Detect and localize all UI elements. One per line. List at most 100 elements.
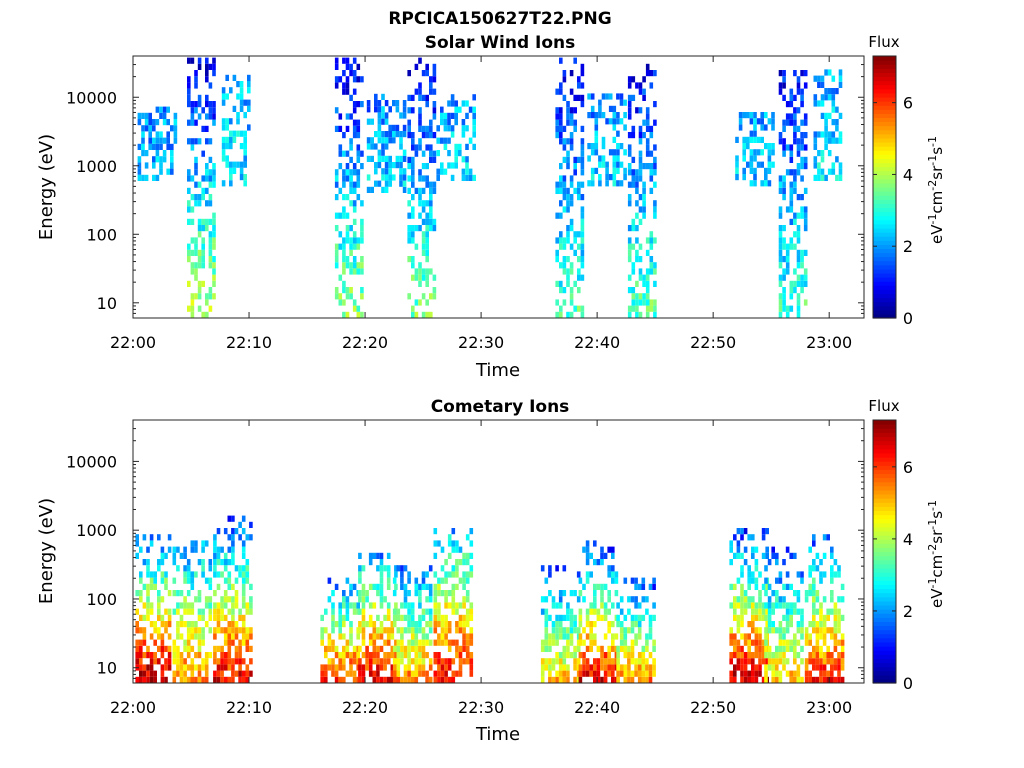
- flux-cell: [800, 658, 804, 665]
- flux-cell: [450, 94, 455, 101]
- flux-cell: [454, 106, 458, 113]
- flux-cell: [458, 614, 463, 621]
- flux-cell: [402, 174, 407, 181]
- flux-cell: [414, 590, 419, 597]
- flux-cell: [349, 287, 353, 294]
- flux-cell: [400, 645, 404, 652]
- flux-cell: [455, 602, 459, 609]
- flux-cell: [641, 614, 646, 621]
- flux-cell: [469, 552, 474, 559]
- flux-cell: [840, 645, 845, 652]
- flux-cell: [342, 614, 346, 621]
- flux-cell: [580, 305, 585, 312]
- flux-cell: [796, 169, 801, 176]
- flux-cell: [372, 670, 377, 677]
- flux-cell: [736, 614, 741, 621]
- flux-cell: [594, 143, 599, 150]
- flux-cell: [740, 571, 744, 578]
- flux-cell: [153, 658, 157, 665]
- flux-cell: [815, 552, 820, 559]
- flux-cell: [356, 652, 360, 659]
- flux-cell: [758, 670, 762, 677]
- flux-cell: [578, 614, 583, 621]
- flux-cell: [465, 596, 470, 603]
- flux-cell: [425, 676, 429, 683]
- flux-cell: [627, 76, 632, 83]
- flux-cell: [365, 621, 369, 628]
- flux-cell: [381, 118, 385, 125]
- flux-cell: [796, 621, 801, 628]
- flux-cell: [813, 100, 818, 107]
- flux-cell: [245, 577, 250, 584]
- flux-cell: [447, 676, 452, 683]
- flux-cell: [407, 94, 411, 101]
- colorbar-segment: [873, 313, 896, 319]
- flux-cell: [652, 639, 656, 646]
- flux-cell: [421, 583, 426, 590]
- flux-cell: [213, 627, 217, 634]
- flux-cell: [635, 305, 639, 312]
- flux-cell: [764, 645, 768, 652]
- flux-cell: [149, 633, 154, 640]
- flux-cell: [835, 88, 839, 95]
- flux-cell: [760, 161, 764, 168]
- flux-cell: [619, 180, 624, 187]
- flux-cell: [396, 676, 401, 683]
- flux-cell: [197, 305, 202, 312]
- flux-cell: [778, 670, 783, 677]
- flux-cell: [208, 577, 213, 584]
- flux-cell: [601, 93, 606, 100]
- flux-cell: [800, 249, 804, 256]
- flux-cell: [429, 125, 433, 132]
- flux-cell: [334, 181, 339, 188]
- flux-cell: [627, 107, 632, 114]
- flux-cell: [331, 627, 335, 634]
- flux-cell: [819, 664, 823, 671]
- flux-cell: [785, 621, 790, 628]
- flux-cell: [197, 225, 202, 232]
- flux-cell: [208, 565, 213, 572]
- flux-cell: [465, 174, 469, 181]
- flux-cell: [386, 658, 391, 665]
- flux-cell: [236, 112, 240, 119]
- flux-cell: [611, 670, 615, 677]
- flux-cell: [139, 670, 143, 677]
- flux-cell: [418, 88, 422, 95]
- flux-cell: [627, 144, 632, 151]
- flux-cell: [742, 167, 746, 174]
- flux-cell: [425, 256, 429, 263]
- flux-cell: [736, 596, 741, 603]
- flux-cell: [197, 596, 202, 603]
- flux-cell: [638, 243, 643, 250]
- flux-cell: [433, 552, 438, 559]
- flux-cell: [179, 621, 184, 628]
- flux-cell: [754, 559, 759, 566]
- flux-cell: [454, 150, 458, 157]
- flux-cell: [421, 70, 426, 77]
- flux-cell: [729, 546, 733, 553]
- flux-cell: [213, 602, 217, 609]
- flux-cell: [585, 577, 590, 584]
- flux-cell: [800, 608, 804, 615]
- flux-cell: [172, 559, 177, 566]
- flux-cell: [815, 608, 820, 615]
- flux-cell: [187, 101, 191, 108]
- flux-cell: [603, 670, 608, 677]
- flux-cell: [396, 658, 401, 665]
- x-tick-label: 22:20: [342, 698, 388, 717]
- flux-cell: [800, 88, 804, 95]
- flux-cell: [767, 161, 772, 168]
- flux-cell: [544, 639, 549, 646]
- flux-cell: [562, 76, 567, 83]
- flux-cell: [216, 645, 221, 652]
- flux-cell: [190, 175, 195, 182]
- flux-cell: [249, 583, 253, 590]
- flux-cell: [227, 639, 232, 646]
- flux-cell: [148, 119, 152, 126]
- colorbar-segment: [873, 215, 896, 221]
- flux-cell: [159, 137, 163, 144]
- flux-cell: [407, 590, 411, 597]
- flux-cell: [569, 194, 574, 201]
- flux-cell: [637, 664, 642, 671]
- flux-cell: [765, 583, 769, 590]
